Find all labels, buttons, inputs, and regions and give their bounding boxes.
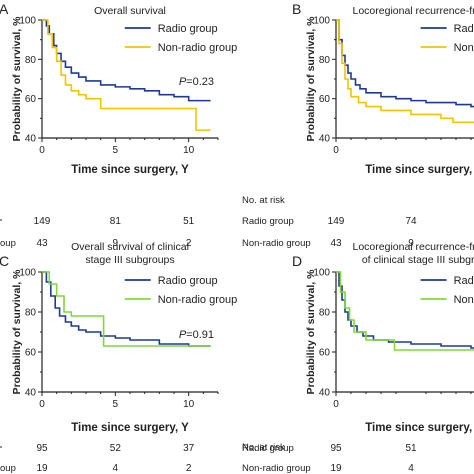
- at-risk-count: 9: [113, 238, 119, 249]
- at-risk-count: 81: [110, 216, 122, 227]
- x-axis-label: Time since surgery, Y: [365, 422, 474, 434]
- at-risk-count: 95: [330, 443, 342, 454]
- legend-label: Radio group: [454, 23, 474, 35]
- y-tick-label: 80: [319, 55, 331, 66]
- x-tick-label: 10: [183, 145, 195, 156]
- chart-title-line2: stage III subgroups: [85, 254, 174, 266]
- at-risk-count: 51: [183, 216, 195, 227]
- chart-title: Overall survival: [94, 5, 166, 17]
- at-risk-row-label: Radio group: [242, 216, 294, 227]
- legend-label: Non-radio group: [158, 294, 238, 306]
- panel-d: D Locoregional recurrence-free sof clinic…: [242, 241, 474, 474]
- y-tick-label: 60: [25, 94, 37, 105]
- y-axis-label: Probability of survival, %: [305, 16, 317, 142]
- series-line-nonradio: [42, 19, 211, 131]
- panel-label: A: [0, 1, 9, 17]
- x-tick-label: 0: [333, 399, 339, 410]
- panel-a: A Overall survival 40 60 80 100 0 5 10 Time since…: [0, 1, 237, 249]
- series-line-radio: [336, 19, 474, 108]
- x-tick-label: 0: [39, 399, 45, 410]
- x-tick-label: 0: [333, 145, 339, 156]
- at-risk-header: No. at risk: [242, 195, 285, 206]
- x-axis-label: Time since surgery, Y: [71, 164, 189, 176]
- at-risk-count: 19: [36, 463, 48, 474]
- at-risk-count: 37: [183, 443, 195, 454]
- y-tick-label: 80: [319, 308, 331, 319]
- at-risk-count: 4: [408, 463, 414, 474]
- x-tick-label: 5: [113, 145, 119, 156]
- y-tick-label: 40: [319, 134, 331, 145]
- at-risk-row-label: Non-radio group: [242, 238, 311, 249]
- panel-b: B Locoregional recurrence-free s 40 60 80 100…: [242, 1, 474, 249]
- at-risk-count: 149: [328, 216, 345, 227]
- chart-title-line2: of clinical stage III subgrou: [362, 254, 474, 266]
- chart-title: Overall survival of clinical: [71, 241, 189, 253]
- at-risk-count: 74: [405, 216, 417, 227]
- at-risk-count: 2: [186, 463, 192, 474]
- y-tick-label: 60: [25, 348, 37, 359]
- y-tick-label: 80: [25, 308, 37, 319]
- y-tick-label: 40: [25, 388, 37, 399]
- series-line-nonradio: [42, 271, 211, 347]
- x-axis-label: Time since surgery, Y: [365, 164, 474, 176]
- y-tick-label: 40: [25, 134, 37, 145]
- p-value-text: P=0.91: [179, 329, 214, 341]
- panel-label: D: [292, 253, 302, 269]
- y-tick-label: 100: [313, 16, 330, 27]
- chart-title: Locoregional recurrence-free s: [353, 241, 474, 253]
- legend-label: Non-radio group: [454, 42, 474, 54]
- legend-label: Radio group: [158, 275, 218, 287]
- at-risk-count: 4: [113, 463, 119, 474]
- x-tick-label: 10: [183, 399, 195, 410]
- series-line-radio: [42, 271, 211, 347]
- x-axis-label: Time since surgery, Y: [71, 422, 189, 434]
- panel-label: B: [292, 1, 301, 17]
- x-tick-label: 0: [39, 145, 45, 156]
- chart-title: Locoregional recurrence-free s: [353, 5, 474, 17]
- at-risk-row-label: Radio group: [242, 443, 294, 454]
- y-tick-label: 40: [319, 388, 331, 399]
- legend-label: Non-radio group: [454, 294, 474, 306]
- y-tick-label: 100: [313, 268, 330, 279]
- p-value-text: P=0.23: [179, 76, 214, 88]
- at-risk-count: 2: [186, 238, 192, 249]
- y-axis-label: Probability of survival, %: [11, 16, 23, 142]
- legend-label: Radio group: [454, 275, 474, 287]
- series-line-radio: [42, 19, 211, 102]
- at-risk-count: 149: [34, 216, 51, 227]
- at-risk-count: 43: [330, 238, 342, 249]
- at-risk-count: 95: [36, 443, 48, 454]
- at-risk-count: 19: [330, 463, 342, 474]
- series-line-nonradio: [336, 271, 474, 351]
- y-tick-label: 100: [19, 268, 36, 279]
- series-line-nonradio: [336, 19, 474, 124]
- y-tick-label: 60: [319, 348, 331, 359]
- at-risk-header: No. at risk: [242, 442, 285, 453]
- legend-label: Non-radio group: [158, 42, 238, 54]
- y-axis-label: Probability of survival, %: [11, 269, 23, 395]
- legend-label: Radio group: [158, 23, 218, 35]
- panel-label: C: [0, 253, 9, 269]
- at-risk-count: 43: [36, 238, 48, 249]
- x-tick-label: 5: [113, 399, 119, 410]
- at-risk-row-label: oup: [0, 463, 16, 474]
- at-risk-count: 9: [408, 238, 414, 249]
- at-risk-row-label: Non-radio group: [242, 463, 311, 474]
- y-tick-label: 60: [319, 94, 331, 105]
- at-risk-row-label: oup: [0, 238, 16, 249]
- y-axis-label: Probability of survival, %: [305, 269, 317, 395]
- at-risk-count: 51: [405, 443, 417, 454]
- at-risk-count: 52: [110, 443, 122, 454]
- y-tick-label: 100: [19, 16, 36, 27]
- y-tick-label: 80: [25, 55, 37, 66]
